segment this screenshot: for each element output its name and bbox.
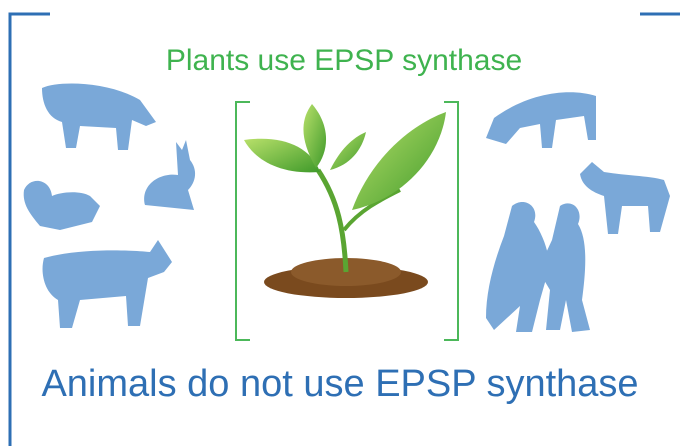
animals-label: Animals do not use EPSP synthase xyxy=(41,363,638,405)
plant xyxy=(244,104,446,298)
diagram: Plants use EPSP synthase Animals do not … xyxy=(0,0,680,446)
plants-label: Plants use EPSP synthase xyxy=(166,44,522,77)
